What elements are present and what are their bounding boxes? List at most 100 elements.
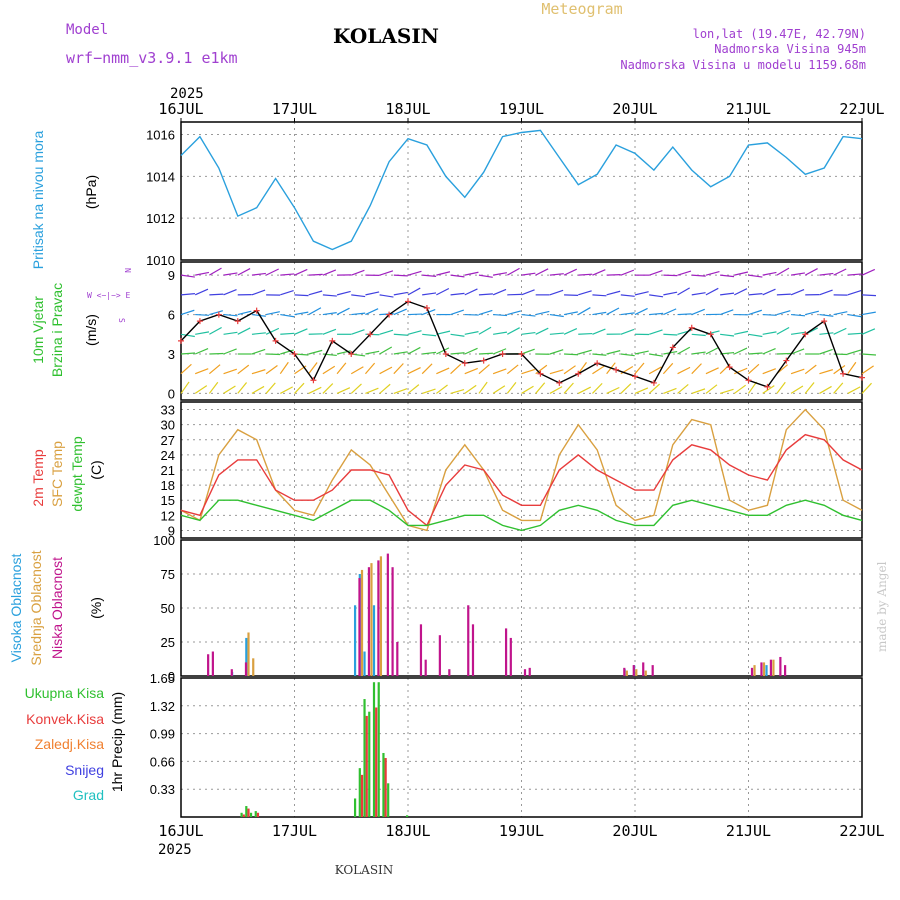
x-tick-bottom: 21JUL bbox=[726, 822, 771, 840]
wind-barb bbox=[308, 290, 323, 296]
wind-barb bbox=[478, 381, 488, 394]
wind-barb bbox=[464, 331, 479, 335]
wind-barb bbox=[521, 385, 534, 394]
wind-barb bbox=[592, 311, 607, 316]
wind-point bbox=[310, 377, 317, 384]
wind-barb bbox=[804, 364, 817, 375]
panel-frame bbox=[180, 261, 863, 401]
high-cloud-label: Visoka Oblacnost bbox=[8, 554, 24, 663]
wind-barb bbox=[407, 346, 421, 355]
precip-conv-bar bbox=[247, 808, 250, 817]
wind-barb bbox=[379, 366, 393, 375]
wind-barb bbox=[833, 268, 847, 276]
wind-barb bbox=[322, 312, 337, 316]
wind-barb bbox=[450, 388, 465, 395]
y-tick-label: 100 bbox=[153, 533, 175, 548]
wind-barb bbox=[365, 291, 380, 296]
station-title: KOLASIN bbox=[333, 24, 439, 48]
wind-barb bbox=[861, 365, 874, 375]
wind-barb bbox=[209, 267, 222, 276]
wind-barb bbox=[861, 353, 877, 356]
wind-barb bbox=[549, 289, 564, 296]
x-tick-bottom: 20JUL bbox=[612, 822, 657, 840]
wind-barb bbox=[734, 288, 748, 296]
precip-total-bar bbox=[353, 798, 357, 817]
wind-barb bbox=[634, 291, 649, 296]
precip-conv-bar bbox=[365, 715, 368, 817]
wind-barb bbox=[407, 384, 420, 394]
wind-barb bbox=[521, 313, 536, 317]
wind-barb bbox=[223, 385, 236, 394]
wind-barb bbox=[847, 332, 862, 335]
meteogram-title: Meteogram bbox=[541, 0, 622, 18]
wind-barb bbox=[351, 294, 366, 298]
wind-barb bbox=[805, 310, 819, 316]
low-cloud-bar bbox=[448, 669, 451, 676]
wind-barb bbox=[351, 312, 366, 316]
wind-barb bbox=[620, 294, 635, 297]
precip-total-bar bbox=[358, 768, 361, 817]
wind-barb bbox=[223, 331, 238, 335]
wind-barb bbox=[819, 385, 832, 394]
wind-barb bbox=[790, 272, 805, 276]
wind-point bbox=[499, 351, 506, 357]
wind-barb bbox=[407, 330, 422, 335]
wind-barb bbox=[521, 272, 536, 276]
wind-barb bbox=[734, 271, 749, 276]
pressure-line bbox=[180, 129, 863, 251]
wind-barb bbox=[223, 313, 238, 317]
wind-barb bbox=[847, 386, 861, 394]
wind-barb bbox=[195, 271, 210, 276]
low-cloud-bar bbox=[438, 635, 441, 676]
wind-point bbox=[518, 351, 525, 357]
wind-barb bbox=[180, 274, 195, 278]
x-tick-bottom: 16JUL bbox=[158, 822, 203, 840]
wind-barb bbox=[478, 364, 490, 375]
compass-rose: N W <−|−> E S bbox=[87, 268, 132, 323]
mid-cloud-bar bbox=[762, 662, 766, 676]
x-tick-top: 20JUL bbox=[612, 100, 657, 118]
low-cloud-bar bbox=[750, 667, 754, 676]
wind-barb bbox=[407, 287, 421, 296]
precip-total-bar bbox=[377, 682, 380, 817]
wind-barb bbox=[549, 313, 564, 318]
cloud-axis-labels: Visoka Oblacnost Srednja Oblacnost Niska… bbox=[8, 550, 104, 665]
wind-barb bbox=[351, 329, 365, 335]
lonlat-text: lon,lat (19.47E, 42.79N) bbox=[693, 27, 866, 41]
precip-total-bar bbox=[372, 682, 376, 817]
temp-unit: (C) bbox=[88, 460, 104, 479]
wind-barb bbox=[861, 328, 876, 335]
mid-cloud-bar bbox=[753, 665, 756, 676]
wind-barb bbox=[507, 310, 521, 316]
wind-barb bbox=[237, 310, 252, 316]
x-tick-top: 18JUL bbox=[385, 100, 430, 118]
wind-barb bbox=[564, 353, 579, 356]
wind-barb bbox=[265, 382, 276, 394]
wind-barb bbox=[649, 353, 664, 357]
wind-point bbox=[423, 305, 430, 311]
wind-barb bbox=[365, 350, 380, 355]
y-tick-label: 50 bbox=[161, 601, 175, 616]
high-cloud-bar bbox=[245, 637, 248, 676]
wind-barb bbox=[620, 383, 632, 394]
wind-barbs bbox=[180, 267, 877, 395]
low-cloud-bar bbox=[769, 659, 773, 676]
wind-point bbox=[650, 379, 657, 386]
wind-barb bbox=[577, 307, 591, 316]
wind-barb bbox=[208, 364, 221, 375]
wind-barb bbox=[592, 365, 605, 375]
panel-frame bbox=[180, 539, 863, 677]
wind-barb bbox=[194, 385, 208, 394]
wind-barb bbox=[450, 274, 465, 278]
temp-axis-labels: 2m Temp SFC Temp dewpt Temp (C) bbox=[30, 436, 104, 511]
wind-barb bbox=[677, 313, 692, 316]
precip-total-bar bbox=[245, 806, 248, 817]
wind-barb bbox=[790, 348, 805, 355]
wind-barb bbox=[521, 289, 535, 296]
precip-conv-bar bbox=[256, 812, 260, 817]
wind-barb bbox=[691, 274, 706, 277]
wind-barb bbox=[705, 270, 720, 276]
cloud-unit: (%) bbox=[88, 597, 104, 619]
high-cloud-bar bbox=[363, 651, 366, 676]
